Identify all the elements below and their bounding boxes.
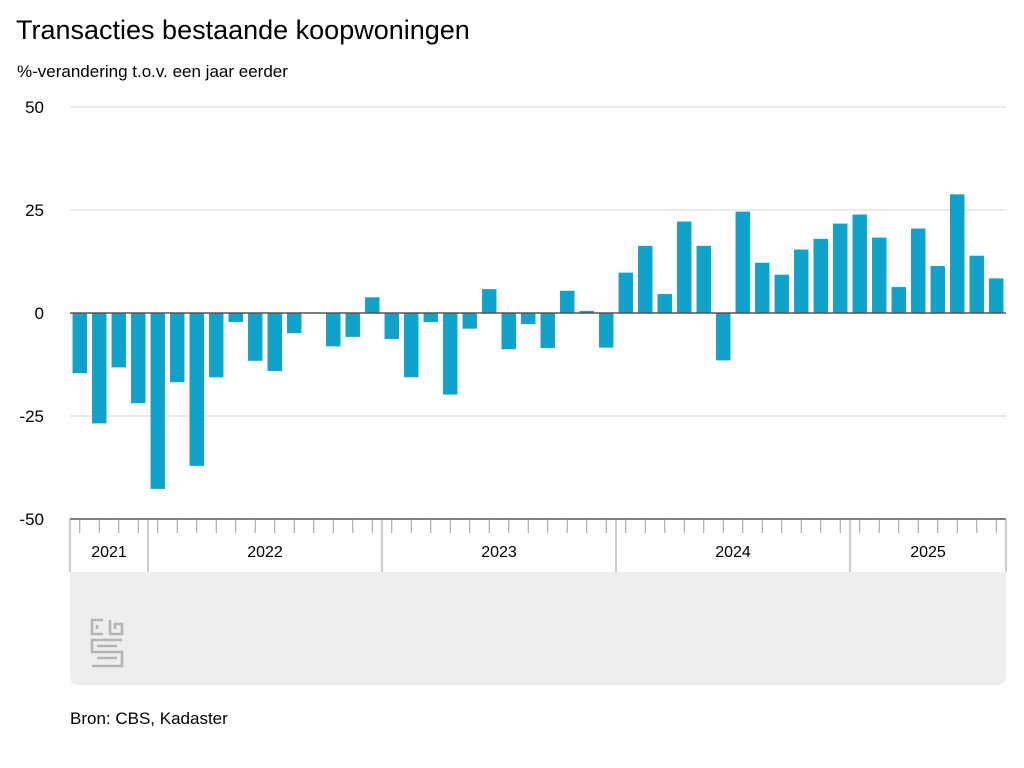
- bar-2022-01: [150, 313, 165, 489]
- source-note: Bron: CBS, Kadaster: [70, 709, 228, 728]
- bar-2023-05: [462, 313, 477, 329]
- bar-2025-02: [872, 237, 887, 313]
- bar-2022-04: [209, 313, 224, 378]
- chart-title: Transacties bestaande koopwoningen: [16, 15, 470, 45]
- bar-2025-08: [989, 278, 1004, 313]
- bar-2023-03: [423, 313, 438, 323]
- bar-2024-03: [657, 294, 672, 313]
- bar-2024-08: [755, 262, 770, 313]
- bar-2025-04: [911, 228, 926, 313]
- bar-2023-10: [560, 290, 575, 313]
- bar-2021-09: [72, 313, 87, 374]
- bar-2021-11: [111, 313, 126, 368]
- bar-2024-04: [677, 221, 692, 313]
- bars: [72, 194, 1004, 489]
- year-label-2023: 2023: [481, 544, 517, 561]
- x-axis-band: [70, 519, 1006, 572]
- bar-2024-11: [813, 238, 828, 313]
- bar-2023-01: [384, 313, 399, 339]
- bar-chart: 50 25 0 -25 -50 2021 2022 2023 2024 2025: [19, 98, 1007, 572]
- bar-2025-06: [950, 194, 965, 313]
- bar-2024-06: [716, 313, 731, 361]
- y-axis-ticks: 50 25 0 -25 -50: [19, 98, 44, 529]
- bar-2023-07: [501, 313, 516, 350]
- bar-2022-07: [267, 313, 282, 372]
- bar-2024-09: [774, 274, 789, 313]
- bar-2022-12: [365, 297, 380, 313]
- bar-2025-01: [852, 214, 867, 313]
- bar-2023-02: [404, 313, 419, 378]
- chart-subtitle: %-verandering t.o.v. een jaar eerder: [17, 62, 288, 81]
- bar-2021-10: [92, 313, 107, 424]
- bar-2025-05: [930, 266, 945, 313]
- bar-2023-09: [540, 313, 555, 349]
- y-tick-label: -25: [19, 407, 44, 426]
- bar-2023-12: [599, 313, 614, 348]
- bar-2025-07: [969, 255, 984, 313]
- year-label-2025: 2025: [910, 544, 946, 561]
- bar-2024-05: [696, 245, 711, 313]
- year-label-2022: 2022: [247, 544, 283, 561]
- cbs-logo-icon: [90, 618, 124, 668]
- bar-2022-02: [170, 313, 185, 383]
- y-tick-label: 50: [25, 98, 44, 117]
- bar-2024-10: [794, 249, 809, 313]
- timeline-panel: [70, 572, 1006, 685]
- year-label-2021: 2021: [91, 544, 127, 561]
- bar-2021-12: [131, 313, 146, 404]
- grid-lines: [70, 106, 1006, 417]
- bar-2025-03: [891, 287, 906, 313]
- y-tick-label: 25: [25, 201, 44, 220]
- bar-2022-03: [189, 313, 204, 466]
- bar-2022-08: [287, 313, 302, 334]
- y-tick-label: -50: [19, 510, 44, 529]
- bar-2023-04: [443, 313, 458, 395]
- y-tick-label: 0: [35, 304, 44, 323]
- bar-2023-06: [482, 289, 497, 313]
- bar-2022-06: [248, 313, 263, 361]
- x-axis: 2021 2022 2023 2024 2025: [69, 518, 1007, 572]
- bar-2023-08: [521, 313, 536, 325]
- bar-2024-01: [618, 272, 633, 313]
- year-label-2024: 2024: [715, 544, 751, 561]
- bar-2024-02: [638, 245, 653, 313]
- bar-2022-05: [228, 313, 243, 323]
- bar-2022-11: [345, 313, 360, 337]
- bar-2024-12: [833, 223, 848, 313]
- bar-2023-11: [579, 310, 594, 313]
- bar-2024-07: [735, 211, 750, 313]
- bar-2022-10: [326, 313, 341, 347]
